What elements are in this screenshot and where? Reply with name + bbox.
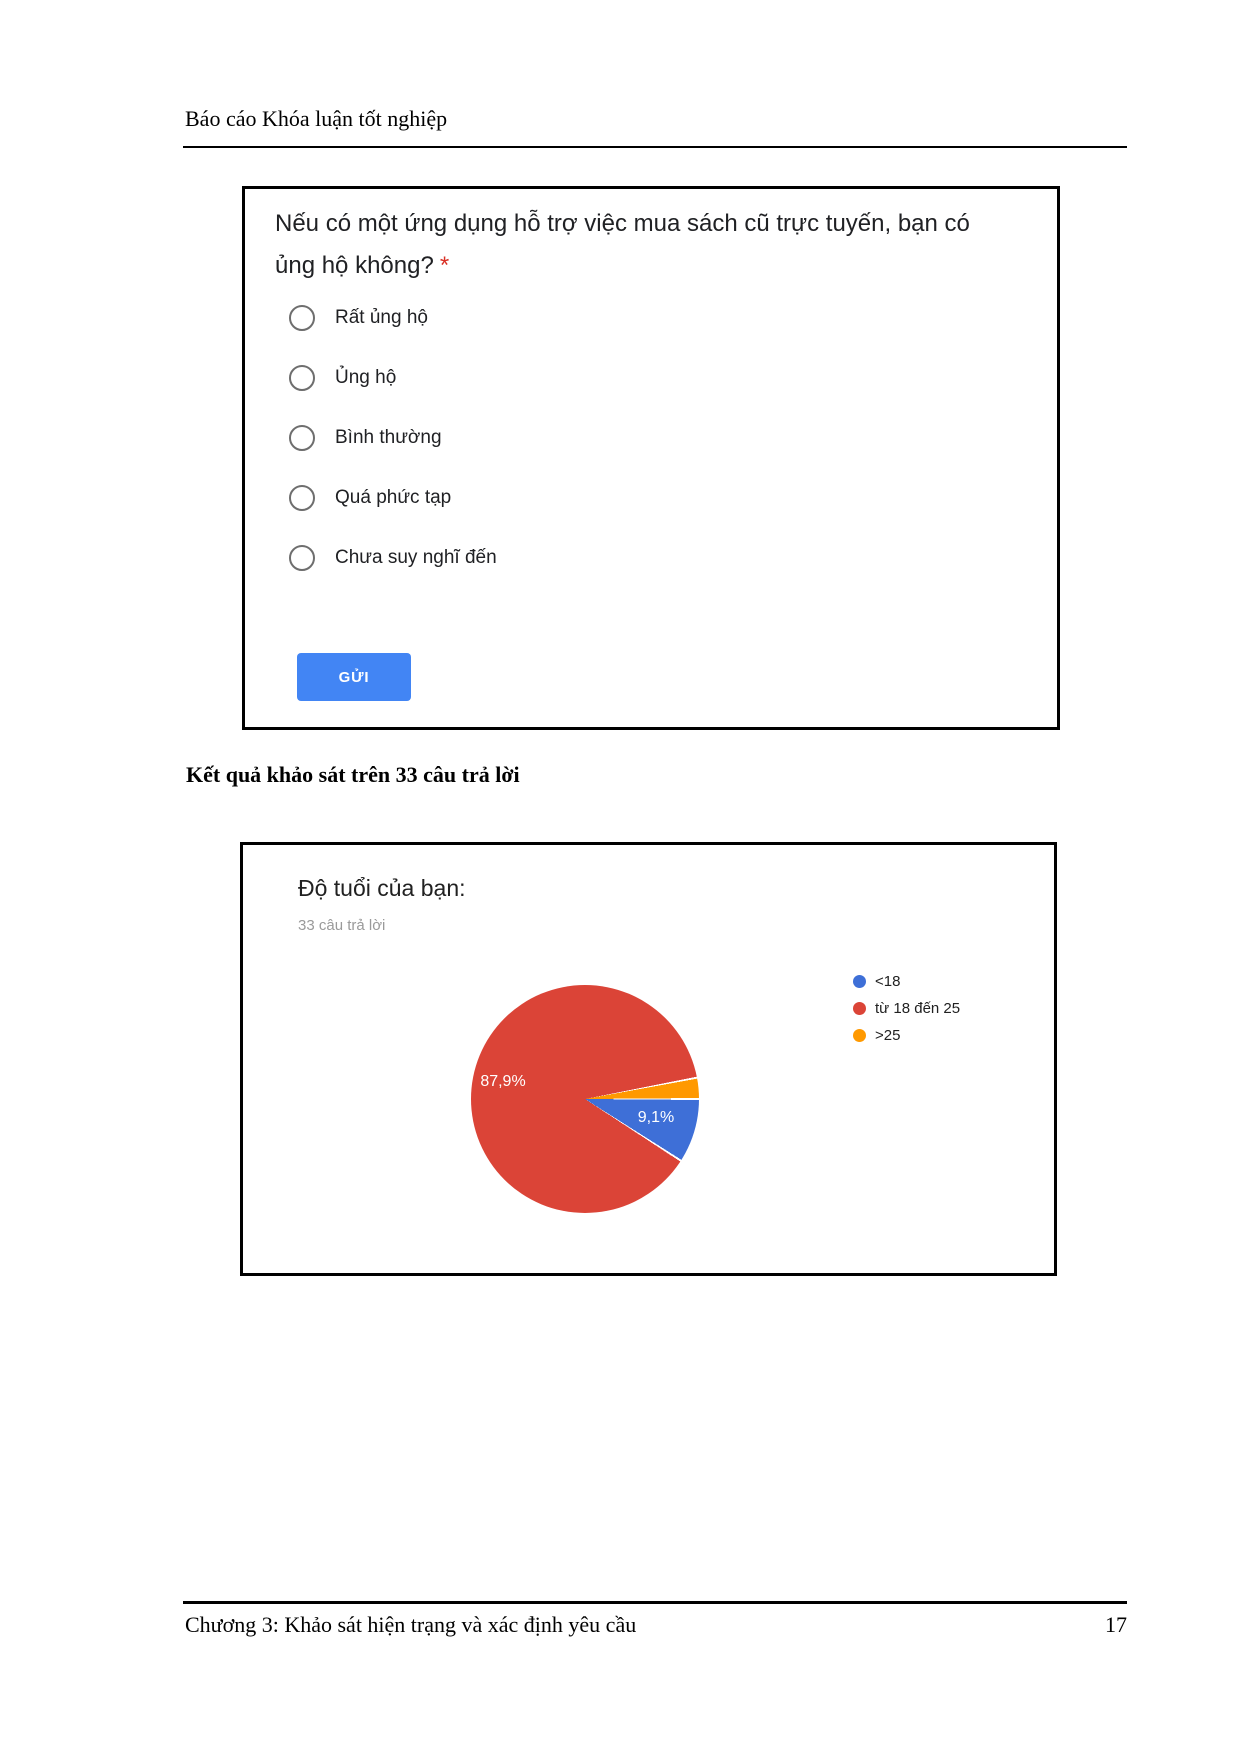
legend-label: >25	[875, 1026, 901, 1044]
form-question-line2: ủng hộ không? *	[275, 252, 450, 279]
legend-dot-icon	[853, 1028, 866, 1042]
pie-slice-label-major: 87,9%	[480, 1073, 526, 1090]
chart-legend: <18 từ 18 đến 25 >25	[853, 973, 960, 1054]
radio-option[interactable]: Quá phức tạp	[289, 485, 497, 511]
radio-button-icon[interactable]	[289, 425, 315, 451]
chart-response-count: 33 câu trả lời	[298, 917, 386, 934]
submit-button[interactable]: GỬI	[297, 653, 411, 701]
document-header-title: Báo cáo Khóa luận tốt nghiệp	[185, 106, 448, 131]
form-question-line1: Nếu có một ứng dụng hỗ trợ việc mua sách…	[275, 210, 970, 237]
radio-option[interactable]: Bình thường	[289, 425, 497, 451]
chart-screenshot-frame: Độ tuổi của bạn: 33 câu trả lời 87,9% 9,…	[240, 842, 1057, 1276]
form-question: Nếu có một ứng dụng hỗ trợ việc mua sách…	[275, 203, 970, 287]
radio-button-icon[interactable]	[289, 305, 315, 331]
radio-option[interactable]: Chưa suy nghĩ đến	[289, 545, 497, 571]
radio-option-label: Bình thường	[335, 427, 442, 448]
legend-item: <18	[853, 972, 960, 990]
legend-dot-icon	[853, 974, 866, 988]
radio-option[interactable]: Ủng hộ	[289, 365, 497, 391]
form-screenshot-frame: Nếu có một ứng dụng hỗ trợ việc mua sách…	[242, 186, 1060, 730]
radio-button-icon[interactable]	[289, 485, 315, 511]
radio-option-label: Quá phức tạp	[335, 487, 452, 508]
pie-chart	[471, 985, 699, 1213]
chart-title: Độ tuổi của bạn:	[298, 875, 466, 901]
section-heading: Kết quả khảo sát trên 33 câu trả lời	[186, 762, 520, 787]
header-rule	[183, 146, 1127, 148]
radio-option-list: Rất ủng hộ Ủng hộ Bình thường Quá phức t…	[289, 305, 497, 605]
radio-option-label: Ủng hộ	[335, 367, 397, 388]
pie-slice-label-minor: 9,1%	[637, 1109, 675, 1126]
radio-option[interactable]: Rất ủng hộ	[289, 305, 497, 331]
radio-button-icon[interactable]	[289, 365, 315, 391]
radio-option-label: Rất ủng hộ	[335, 307, 428, 328]
radio-option-label: Chưa suy nghĩ đến	[335, 547, 497, 568]
legend-dot-icon	[853, 1001, 866, 1015]
page-number: 17	[1105, 1612, 1127, 1637]
radio-button-icon[interactable]	[289, 545, 315, 571]
legend-item: từ 18 đến 25	[853, 999, 961, 1017]
required-asterisk: *	[439, 252, 450, 279]
document-footer-title: Chương 3: Khảo sát hiện trạng và xác địn…	[185, 1612, 637, 1637]
legend-item: >25	[853, 1026, 960, 1044]
legend-label: <18	[875, 972, 901, 990]
footer-rule	[183, 1601, 1127, 1604]
legend-label: từ 18 đến 25	[875, 999, 961, 1017]
